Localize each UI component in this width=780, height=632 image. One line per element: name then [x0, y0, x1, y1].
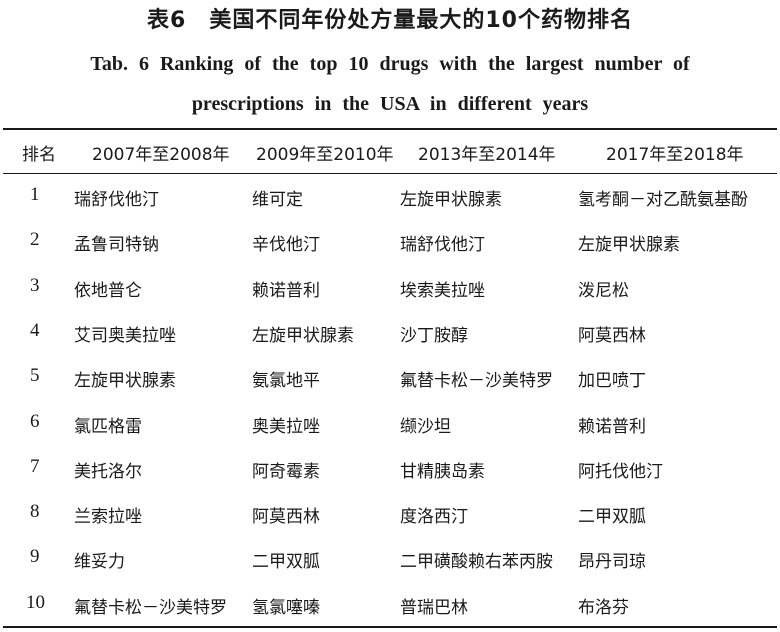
header-rank: 排名	[22, 145, 56, 165]
drug-cell: 赖诺普利	[252, 281, 320, 301]
drug-cell: 昂丹司琼	[578, 552, 646, 572]
drug-cell: 氟替卡松－沙美特罗	[400, 371, 553, 391]
drug-cell: 维妥力	[74, 552, 125, 572]
drug-cell: 缬沙坦	[400, 417, 451, 437]
drug-cell: 氢氯噻嗪	[252, 598, 320, 618]
rank-cell: 10	[26, 592, 45, 613]
drug-cell: 普瑞巴林	[400, 598, 468, 618]
drug-cell: 赖诺普利	[578, 417, 646, 437]
drug-cell: 布洛芬	[578, 598, 629, 618]
table-caption-english: Tab. 6 Ranking of the top 10 drugs with …	[0, 44, 780, 124]
drug-cell: 度洛西汀	[400, 507, 468, 527]
rank-cell: 4	[30, 320, 40, 341]
drug-cell: 依地普仑	[74, 281, 142, 301]
drug-cell: 阿莫西林	[578, 326, 646, 346]
drug-cell: 左旋甲状腺素	[74, 371, 176, 391]
table-bottom-rule	[3, 626, 777, 628]
drug-cell: 孟鲁司特钠	[74, 235, 159, 255]
table-top-rule	[3, 128, 777, 130]
drug-cell: 阿莫西林	[252, 507, 320, 527]
drug-cell: 兰索拉唑	[74, 507, 142, 527]
rank-cell: 9	[30, 546, 40, 567]
table-caption-chinese: 表6 美国不同年份处方量最大的10个药物排名	[147, 8, 633, 33]
drug-cell: 加巴喷丁	[578, 371, 646, 391]
drug-cell: 氢考酮－对乙酰氨基酚	[578, 190, 748, 210]
drug-cell: 二甲双胍	[578, 507, 646, 527]
header-2017-2018: 2017年至2018年	[606, 145, 744, 165]
drug-cell: 辛伐他汀	[252, 235, 320, 255]
drug-cell: 左旋甲状腺素	[578, 235, 680, 255]
header-2009-2010: 2009年至2010年	[256, 145, 394, 165]
rank-cell: 3	[30, 275, 40, 296]
drug-cell: 二甲双胍	[252, 552, 320, 572]
drug-cell: 左旋甲状腺素	[252, 326, 354, 346]
drug-cell: 阿奇霉素	[252, 462, 320, 482]
drug-cell: 泼尼松	[578, 281, 629, 301]
drug-cell: 左旋甲状腺素	[400, 190, 502, 210]
drug-cell: 二甲磺酸赖右苯丙胺	[400, 552, 553, 572]
table-caption-english-line2: prescriptions in the USA in different ye…	[191, 93, 589, 115]
drug-cell: 氨氯地平	[252, 371, 320, 391]
rank-cell: 1	[30, 184, 40, 205]
drug-cell: 阿托伐他汀	[578, 462, 663, 482]
drug-cell: 奥美拉唑	[252, 417, 320, 437]
rank-cell: 8	[30, 501, 40, 522]
drug-cell: 氯匹格雷	[74, 417, 142, 437]
drug-cell: 沙丁胺醇	[400, 326, 468, 346]
drug-cell: 美托洛尔	[74, 462, 142, 482]
table-caption-english-line1: Tab. 6 Ranking of the top 10 drugs with …	[90, 53, 690, 75]
drug-cell: 瑞舒伐他汀	[74, 190, 159, 210]
drug-cell: 埃索美拉唑	[400, 281, 485, 301]
drug-cell: 维可定	[252, 190, 303, 210]
drug-cell: 氟替卡松－沙美特罗	[74, 598, 227, 618]
drug-cell: 瑞舒伐他汀	[400, 235, 485, 255]
drug-cell: 艾司奥美拉唑	[74, 326, 176, 346]
header-2013-2014: 2013年至2014年	[418, 145, 556, 165]
rank-cell: 6	[30, 411, 40, 432]
header-2007-2008: 2007年至2008年	[92, 145, 230, 165]
table-header-rule	[3, 173, 777, 174]
rank-cell: 2	[30, 229, 40, 250]
drug-cell: 甘精胰岛素	[400, 462, 485, 482]
rank-cell: 5	[30, 365, 40, 386]
rank-cell: 7	[30, 456, 40, 477]
